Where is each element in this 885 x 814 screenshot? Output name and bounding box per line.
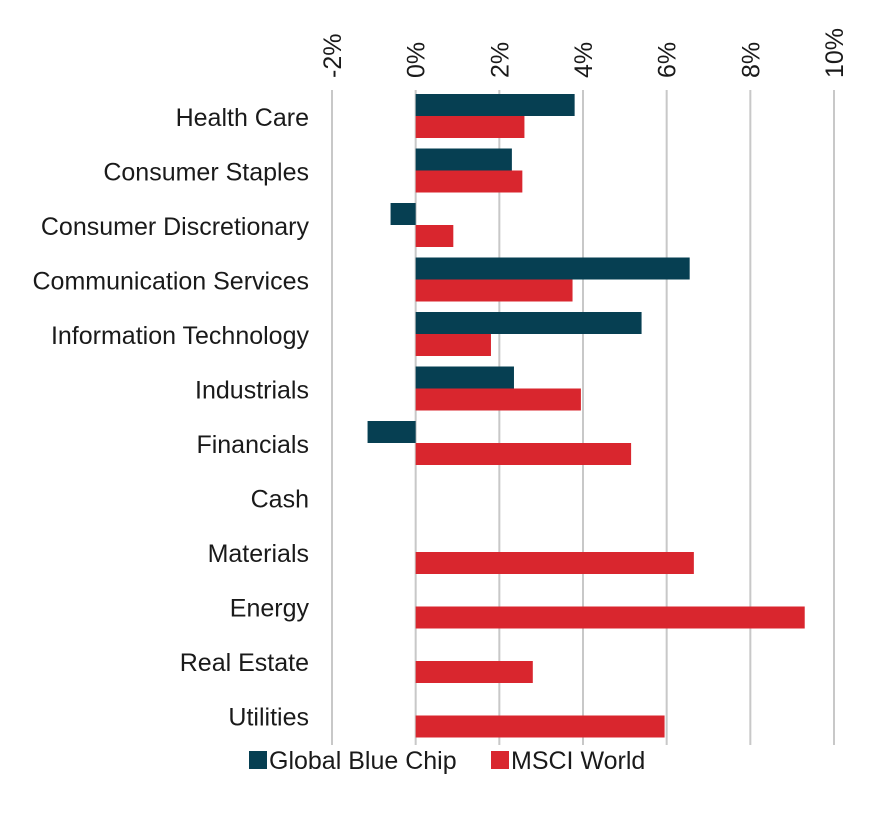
bar-global-blue-chip-1 xyxy=(415,148,512,171)
bar-global-blue-chip-5 xyxy=(415,366,514,389)
x-tick-label: 2% xyxy=(486,42,514,78)
legend-swatch-0 xyxy=(249,751,267,769)
bar-msci-world-3 xyxy=(415,279,573,302)
category-label: Consumer Staples xyxy=(103,159,309,187)
bar-msci-world-1 xyxy=(415,170,523,193)
bar-global-blue-chip-0 xyxy=(415,94,575,116)
category-labels: Health Care Consumer Staples Consumer Disc… xyxy=(33,104,310,732)
category-label: Real Estate xyxy=(180,649,309,677)
category-label: Consumer Discretionary xyxy=(41,213,310,241)
category-label: Utilities xyxy=(228,704,309,732)
bar-msci-world-4 xyxy=(415,334,491,356)
bars xyxy=(367,94,805,738)
x-tick-label: 10% xyxy=(821,28,849,78)
x-tick-label: 4% xyxy=(570,42,598,78)
bar-msci-world-0 xyxy=(415,116,525,138)
category-label: Cash xyxy=(251,486,309,514)
x-tick-label: 6% xyxy=(654,42,682,78)
bar-global-blue-chip-2 xyxy=(390,203,416,225)
category-label: Information Technology xyxy=(51,322,310,350)
legend-label-1: MSCI World xyxy=(511,747,645,775)
category-label: Financials xyxy=(196,431,309,459)
bar-global-blue-chip-6 xyxy=(367,421,416,443)
bar-msci-world-10 xyxy=(415,661,533,683)
category-label: Communication Services xyxy=(33,268,310,296)
category-label: Industrials xyxy=(195,377,309,405)
bar-msci-world-6 xyxy=(415,443,632,465)
bar-msci-world-11 xyxy=(415,715,665,738)
x-tick-label: -2% xyxy=(319,34,347,78)
category-label: Materials xyxy=(208,540,309,568)
legend-swatch-1 xyxy=(491,751,509,769)
bar-global-blue-chip-4 xyxy=(415,312,642,334)
category-label: Health Care xyxy=(176,104,309,132)
bar-msci-world-2 xyxy=(415,225,454,247)
bar-msci-world-9 xyxy=(415,606,805,629)
bar-global-blue-chip-3 xyxy=(415,257,690,280)
bar-msci-world-5 xyxy=(415,388,581,411)
legend-label-0: Global Blue Chip xyxy=(269,747,457,775)
category-label: Energy xyxy=(230,595,310,623)
legend: Global Blue Chip MSCI World xyxy=(249,747,645,775)
x-axis-ticks: -2% 0% 2% 4% 6% 8% 10% xyxy=(319,28,849,78)
x-tick-label: 0% xyxy=(403,42,431,78)
bar-msci-world-8 xyxy=(415,552,694,574)
gridlines xyxy=(331,90,835,745)
x-tick-label: 8% xyxy=(737,42,765,78)
